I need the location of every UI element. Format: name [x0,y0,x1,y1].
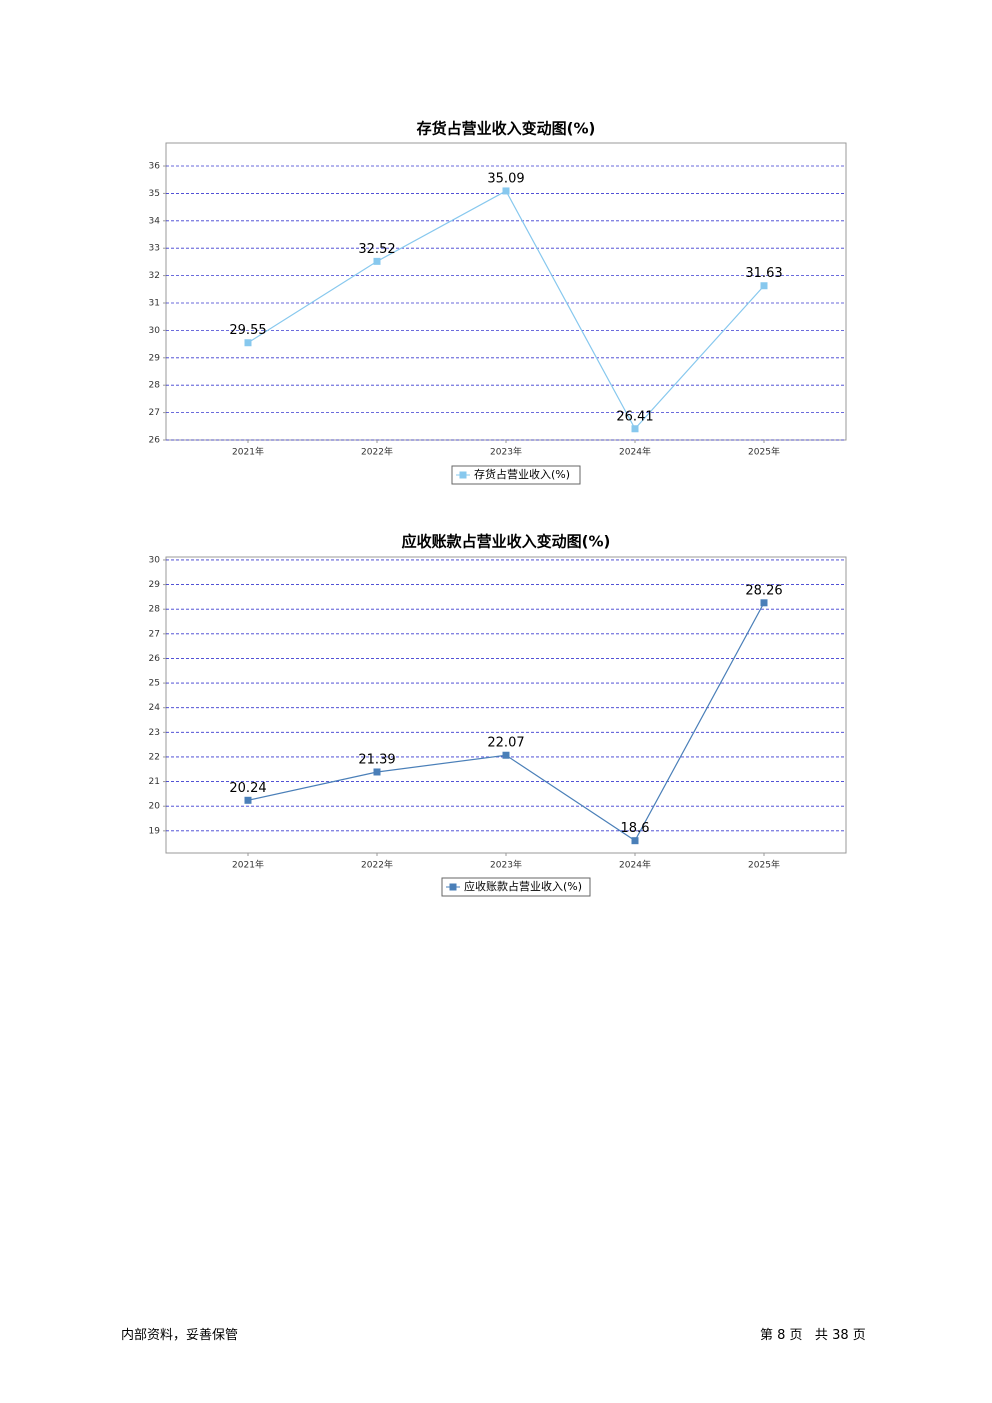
y-tick-label: 31 [149,299,160,309]
point-marker [502,751,510,759]
y-tick-label: 32 [149,271,160,281]
point-marker [631,425,639,433]
legend-label: 应收账款占营业收入(%) [464,879,582,893]
x-tick-label: 2025年 [748,446,780,458]
footer-right: 第 8 页 共 38 页 [760,1328,866,1343]
legend-marker [449,883,457,891]
y-tick-label: 29 [149,580,161,590]
x-tick-label: 2021年 [232,859,264,871]
footer-left: 内部资料，妥善保管 [121,1328,239,1343]
x-tick-label: 2022年 [361,859,393,871]
y-tick-label: 23 [149,728,160,738]
legend-label: 存货占营业收入(%) [474,467,570,481]
data-label: 22.07 [487,736,524,751]
x-tick-label: 2021年 [232,446,264,458]
data-label: 29.55 [229,323,266,338]
y-tick-label: 34 [149,216,161,226]
x-tick-label: 2023年 [490,446,522,458]
y-tick-label: 27 [149,629,160,639]
point-marker [760,599,768,607]
y-tick-label: 25 [149,679,160,689]
point-marker [760,282,768,290]
x-tick-label: 2023年 [490,859,522,871]
y-tick-label: 29 [149,353,161,363]
y-tick-label: 28 [149,605,161,615]
data-label: 28.26 [745,583,782,598]
legend-box [441,877,591,897]
data-label: 21.39 [358,752,395,767]
point-marker [631,837,639,845]
y-tick-label: 22 [149,752,160,762]
legend-box [451,465,581,485]
y-tick-label: 28 [149,381,161,391]
point-marker [373,257,381,265]
point-marker [502,187,510,195]
y-tick-label: 26 [149,436,161,446]
series-line [247,602,765,842]
y-tick-label: 35 [149,189,160,199]
point-marker [373,768,381,776]
data-label: 31.63 [745,266,782,281]
data-label: 20.24 [229,781,266,796]
y-tick-label: 26 [149,654,161,664]
plot-area [165,556,847,854]
chart-title: 应收账款占营业收入变动图(%) [402,533,611,551]
y-tick-label: 24 [149,703,161,713]
point-marker [244,339,252,347]
point-marker [244,796,252,804]
series-line [247,190,765,430]
x-tick-label: 2022年 [361,446,393,458]
legend-marker [459,471,467,479]
y-tick-label: 33 [149,244,160,254]
y-tick-label: 30 [149,326,161,336]
y-tick-label: 30 [149,555,161,565]
y-tick-label: 27 [149,408,160,418]
chart-title: 存货占营业收入变动图(%) [417,120,596,138]
y-tick-label: 36 [149,162,161,172]
x-tick-label: 2025年 [748,859,780,871]
data-label: 26.41 [616,409,653,424]
x-tick-label: 2024年 [619,859,651,871]
data-label: 35.09 [487,171,524,186]
x-tick-label: 2024年 [619,446,651,458]
data-label: 32.52 [358,242,395,257]
data-label: 18.6 [621,821,650,836]
y-tick-label: 21 [149,777,160,787]
y-tick-label: 19 [149,826,161,836]
y-tick-label: 20 [149,802,161,812]
